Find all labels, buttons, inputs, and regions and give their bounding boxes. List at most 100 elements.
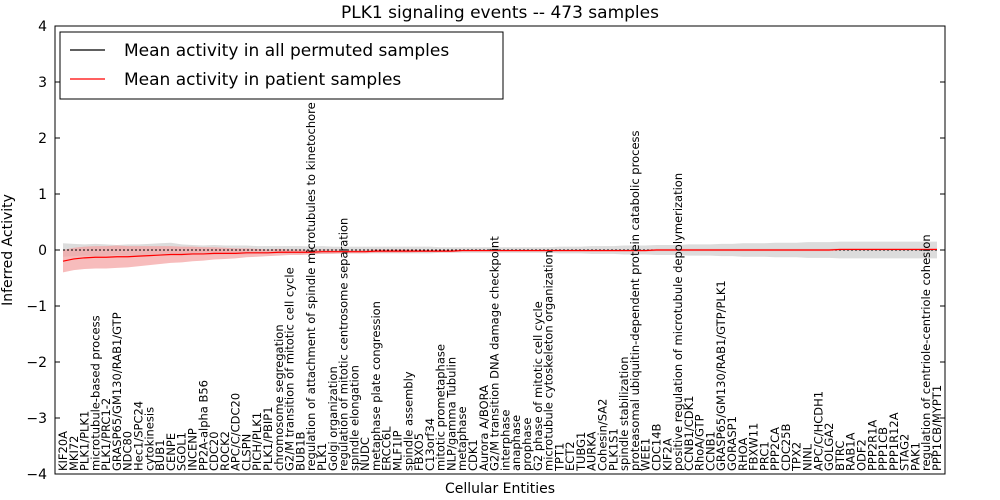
x-tick-label: CDC25B — [779, 423, 793, 471]
x-tick-label: GRASP65/GM130/RAB1/GTP/PLK1 — [714, 280, 728, 471]
x-tick-label: TUBG1 — [574, 432, 588, 472]
x-tick-label: TPX2 — [790, 442, 804, 472]
x-tick-label: chromosome segregation — [272, 324, 286, 471]
chart-title: PLK1 signaling events -- 473 samples — [341, 3, 659, 23]
x-tick-label: AURKA — [585, 431, 599, 471]
x-tick-label: C13orf34 — [423, 418, 437, 471]
x-tick-label: CCNB1/CDK1 — [682, 396, 696, 472]
x-tick-label: NDC80 — [121, 431, 135, 471]
x-tick-label: ERCC6L — [380, 426, 394, 471]
x-tick-label: CLSPN — [239, 434, 253, 471]
x-tick-label: spindle assembly — [401, 371, 415, 471]
x-tick-label: G2 phase of mitotic cell cycle — [531, 301, 545, 471]
y-tick-label: 1 — [38, 187, 47, 203]
series-lines — [62, 248, 937, 262]
x-tick-label: PPP1CB — [876, 427, 890, 471]
x-axis-label: Cellular Entities — [445, 481, 555, 497]
x-tick-label: mitotic prometaphase — [434, 344, 448, 471]
y-tick-label: −2 — [26, 355, 47, 371]
x-tick-label: KIF2A — [660, 438, 674, 471]
x-tick-label: regulation of attachment of spindle micr… — [304, 102, 318, 471]
x-tick-label: interphase — [498, 410, 512, 471]
x-tick-label: PLK1S1 — [606, 428, 620, 471]
x-tick-label: Cohesin/SA2 — [596, 399, 610, 471]
x-tick-label: FBXO5 — [412, 433, 426, 471]
x-tick-label: TPT1 — [552, 443, 566, 472]
x-tick-label: GOLGA2 — [822, 423, 836, 471]
x-tick-label: CCNB1 — [703, 431, 717, 471]
x-tick-label: PPP1R12A — [887, 412, 901, 471]
x-tick-label: FBXW11 — [747, 423, 761, 471]
x-tick-label: NINL — [801, 443, 815, 471]
x-tick-label: PLK1/PRC1-2 — [99, 398, 113, 471]
x-tick-label: BUB1 — [153, 439, 167, 471]
y-axis-label: Inferred Activity — [0, 194, 16, 306]
x-tick-label: GRASP65/GM130/RAB1/GTP — [110, 312, 124, 471]
x-tick-label: PRC1 — [757, 441, 771, 471]
x-tick-label: prophase — [520, 417, 534, 471]
x-tick-label: Hec1/SPC24 — [132, 401, 146, 471]
x-tick-label: anaphase — [509, 415, 523, 471]
legend-box — [59, 31, 504, 100]
y-tick-label: 0 — [38, 243, 47, 259]
x-tick-label: proteasomal ubiquitin-dependent protein … — [628, 130, 642, 471]
legend-label-permuted: Mean activity in all permuted samples — [124, 41, 449, 61]
x-tick-label: STAG2 — [898, 434, 912, 471]
x-tick-label: regulation of mitotic centrosome separat… — [337, 218, 351, 471]
x-tick-label: WEE1 — [639, 438, 653, 471]
x-tick-label: KIF20A — [56, 431, 70, 471]
legend-label-patient: Mean activity in patient samples — [124, 70, 401, 90]
x-tick-label: BTRC — [833, 441, 847, 471]
x-tick-label: MKI72 — [67, 435, 81, 471]
y-tick-label: −3 — [26, 411, 47, 427]
x-tick-label: spindle stabilization — [617, 356, 631, 471]
plot-frame — [54, 25, 946, 475]
series-line-patient — [62, 248, 937, 262]
x-tick-label: cytokinesis — [142, 407, 156, 471]
x-tick-label: CDC14B — [649, 423, 663, 471]
y-tick-label: −4 — [26, 467, 47, 483]
x-tick-label: metaphase plate congression — [369, 301, 383, 471]
x-tick-label: G2/M transition DNA damage checkpoint — [488, 236, 502, 471]
y-tick-label: 3 — [38, 75, 47, 91]
x-tick-label: microtubule cytoskeleton organization — [542, 250, 556, 471]
x-tick-label: PAK1 — [908, 442, 922, 471]
x-tick-label: G2/M transition of mitotic cell cycle — [283, 267, 297, 471]
x-tick-label: positive regulation of microtubule depol… — [671, 173, 685, 471]
x-tick-label: NLP/gamma Tubulin — [444, 357, 458, 471]
y-tick-label: −1 — [26, 299, 47, 315]
x-tick-label: BUB1B — [293, 431, 307, 471]
x-tick-label: ODF2 — [854, 439, 868, 471]
x-tick-label: metaphase — [455, 406, 469, 471]
legend: Mean activity in all permuted samples Me… — [59, 31, 504, 100]
x-tick-label: INCENP — [185, 428, 199, 471]
x-tick-label: Aurora A/BORA — [477, 385, 491, 471]
x-tick-label: PICH/PLK1 — [250, 412, 264, 471]
x-tick-label: SGOL1 — [175, 432, 189, 471]
x-tick-label: PLK1 — [315, 443, 329, 471]
x-tick-label: regulation of centriole-centriole cohesi… — [919, 234, 933, 471]
x-tick-label: CENPE — [164, 433, 178, 471]
x-tick-label: PPP2CA — [768, 427, 782, 471]
x-tick-label: RhoA/GTP — [693, 414, 707, 471]
x-tick-label: RHOA — [736, 438, 750, 471]
x-tick-label: ECT2 — [563, 441, 577, 471]
x-tick-label: Golgi organization — [326, 366, 340, 471]
y-tick-label: 2 — [38, 131, 47, 147]
x-tick-label: NUDC — [358, 437, 372, 471]
x-tick-label: APC/C/HCDH1 — [811, 391, 825, 471]
x-tick-label: spindle elongation — [347, 365, 361, 471]
x-tick-label: PPP1CB/MYPT1 — [930, 385, 944, 471]
x-tick-label: MLF1IP — [390, 430, 404, 471]
x-tick-label: microtubule-based process — [88, 315, 102, 471]
x-tick-label: ROCK2 — [218, 431, 232, 471]
x-tick-label: GORASP1 — [725, 416, 739, 471]
x-tick-label: CDC20 — [207, 431, 221, 471]
x-tick-label: RAB1A — [844, 432, 858, 471]
x-tick-label: PPP2R1A — [865, 420, 879, 471]
y-tick-label: 4 — [38, 19, 47, 35]
x-tick-label: PLK1/PBIP1 — [261, 406, 275, 471]
x-tick-label: APC/C/CDC20 — [229, 393, 243, 471]
